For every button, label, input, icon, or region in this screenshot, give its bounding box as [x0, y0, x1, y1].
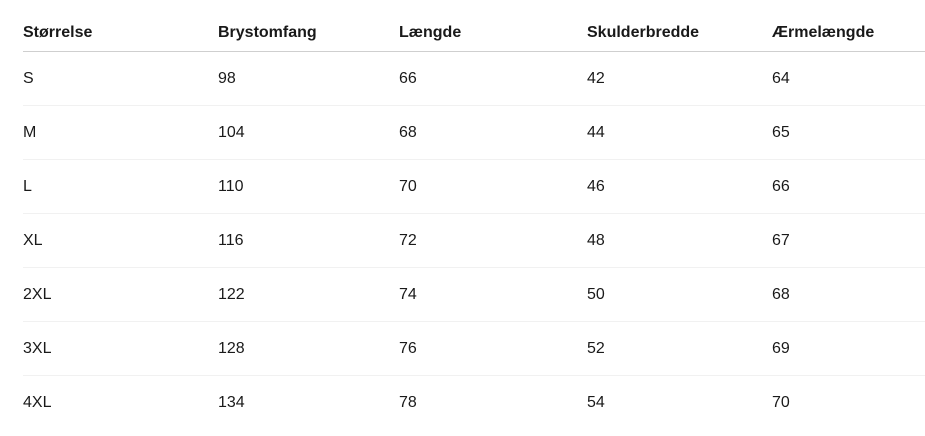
measurement-cell: 46 — [587, 159, 772, 214]
size-chart-container: Størrelse Brystomfang Længde Skulderbredde Æ… — [23, 0, 925, 429]
measurement-cell: 68 — [399, 105, 587, 160]
measurement-cell: 122 — [218, 267, 399, 322]
measurement-cell: 50 — [587, 267, 772, 322]
measurement-cell: 128 — [218, 321, 399, 376]
size-label-cell: 2XL — [23, 267, 218, 322]
size-label-cell: 4XL — [23, 393, 52, 411]
measurement-cell: 98 — [218, 51, 399, 106]
table-row: M 104 68 44 65 — [23, 105, 925, 160]
measurement-cell: 74 — [399, 267, 587, 322]
measurement-cell: 104 — [218, 105, 399, 160]
measurement-cell: 134 — [218, 393, 245, 411]
measurement-cell: 70 — [399, 159, 587, 214]
size-table: Størrelse Brystomfang Længde Skulderbredde Æ… — [23, 0, 925, 429]
measurement-cell: 78 — [399, 393, 417, 411]
measurement-cell: 72 — [399, 213, 587, 268]
measurement-cell: 64 — [772, 51, 925, 106]
column-header: Ærmelængde — [772, 0, 925, 52]
header-row: Størrelse Brystomfang Længde Skulderbredde Æ… — [23, 0, 925, 52]
size-label-cell: XL — [23, 213, 218, 268]
table-row: XL 116 72 48 67 — [23, 213, 925, 268]
size-label-cell: S — [23, 51, 218, 106]
measurement-cell: 54 — [587, 393, 605, 411]
measurement-cell: 116 — [218, 213, 399, 268]
measurement-cell: 68 — [772, 267, 925, 322]
size-label-cell: M — [23, 105, 218, 160]
measurement-cell: 76 — [399, 321, 587, 376]
table-row: 4XL 134 78 54 70 — [23, 376, 925, 430]
column-header: Brystomfang — [218, 0, 399, 52]
measurement-cell: 66 — [399, 51, 587, 106]
measurement-cell: 42 — [587, 51, 772, 106]
column-header: Skulderbredde — [587, 0, 772, 52]
measurement-cell: 67 — [772, 213, 925, 268]
table-row: S 98 66 42 64 — [23, 51, 925, 106]
measurement-cell: 44 — [587, 105, 772, 160]
measurement-cell: 69 — [772, 321, 925, 376]
column-header: Størrelse — [23, 0, 218, 52]
measurement-cell: 110 — [218, 159, 399, 214]
table-row: 2XL 122 74 50 68 — [23, 267, 925, 322]
size-table-body: S 98 66 42 64 M 104 68 44 65 L 110 70 46 66 XL 116 72 48 67… — [23, 51, 925, 430]
size-table-header: Størrelse Brystomfang Længde Skulderbredde Æ… — [23, 0, 925, 52]
table-row: L 110 70 46 66 — [23, 159, 925, 214]
size-label-cell: L — [23, 159, 218, 214]
measurement-cell: 48 — [587, 213, 772, 268]
measurement-cell: 66 — [772, 159, 925, 214]
measurement-cell: 65 — [772, 105, 925, 160]
column-header: Længde — [399, 0, 587, 52]
measurement-cell: 52 — [587, 321, 772, 376]
size-label-cell: 3XL — [23, 321, 218, 376]
table-row: 3XL 128 76 52 69 — [23, 321, 925, 376]
measurement-cell: 70 — [772, 393, 790, 411]
